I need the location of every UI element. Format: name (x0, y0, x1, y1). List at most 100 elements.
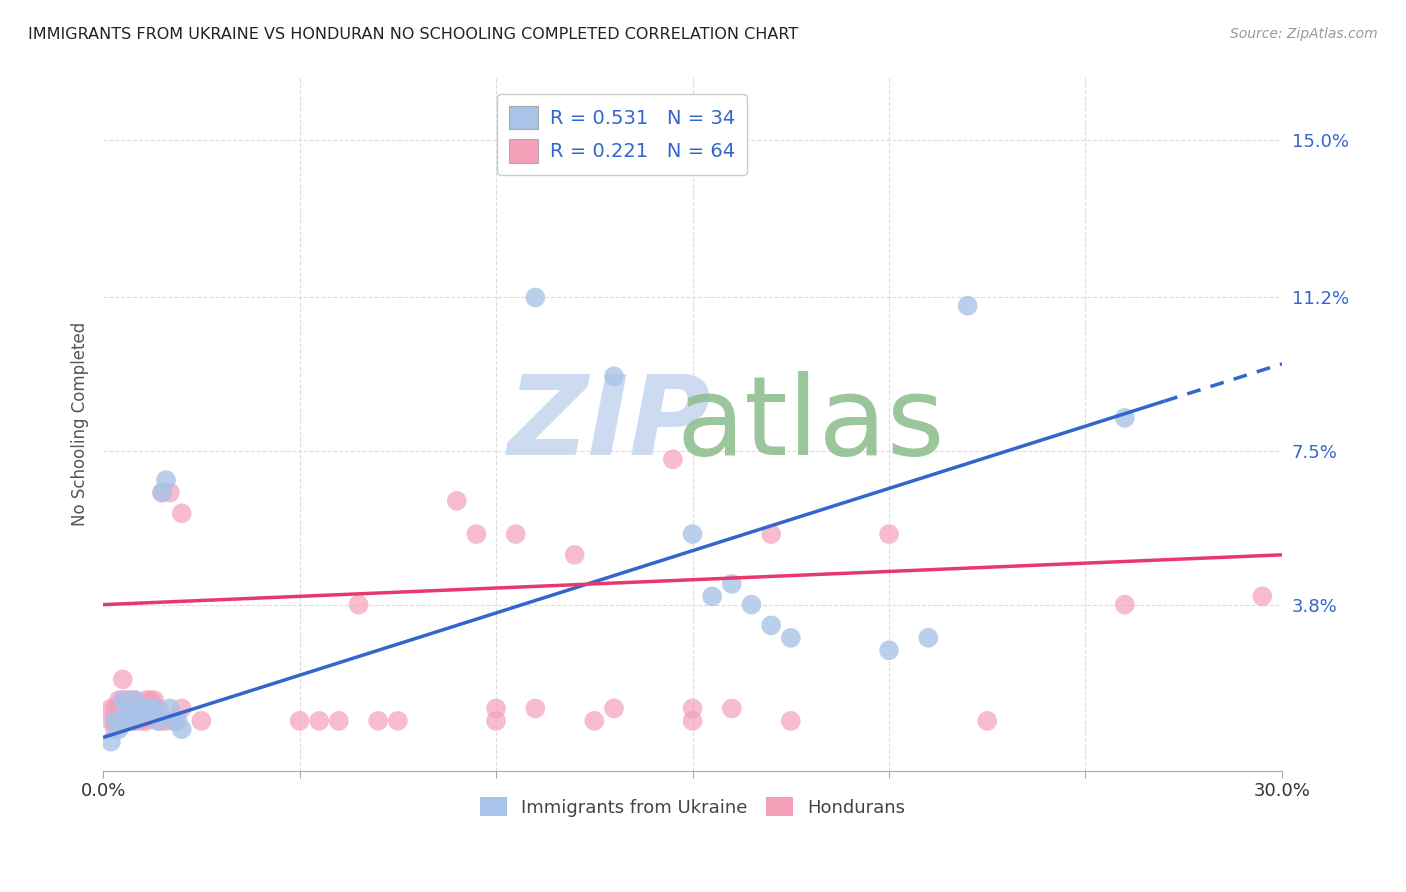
Point (135, 701, 157, 715)
Point (120, 714, 142, 728)
Point (155, 714, 177, 728)
Point (150, 714, 173, 728)
Point (104, 714, 127, 728)
Point (131, 714, 153, 728)
Point (682, 701, 704, 715)
Point (1114, 410, 1136, 425)
Point (583, 714, 606, 728)
Point (721, 701, 744, 715)
Point (120, 701, 142, 715)
Point (111, 693, 134, 707)
Point (124, 701, 146, 715)
Y-axis label: No Schooling Completed: No Schooling Completed (72, 322, 89, 526)
Point (917, 631, 939, 645)
Point (170, 701, 193, 715)
Legend: Immigrants from Ukraine, Hondurans: Immigrants from Ukraine, Hondurans (472, 790, 912, 824)
Point (104, 701, 127, 715)
Text: Source: ZipAtlas.com: Source: ZipAtlas.com (1230, 27, 1378, 41)
Point (146, 701, 169, 715)
Point (108, 701, 131, 715)
Point (721, 577, 744, 591)
Point (150, 485, 173, 500)
Point (446, 494, 468, 508)
Point (100, 701, 122, 715)
Point (1251, 590, 1274, 604)
Point (115, 701, 138, 715)
Point (702, 590, 724, 604)
Point (111, 714, 134, 728)
Point (100, 714, 122, 728)
Point (564, 548, 586, 562)
Point (128, 701, 150, 715)
Point (485, 714, 508, 728)
Point (124, 693, 146, 707)
Point (115, 714, 138, 728)
Point (779, 714, 801, 728)
Point (485, 701, 508, 715)
Point (877, 643, 900, 657)
Point (328, 714, 350, 728)
Point (139, 701, 162, 715)
Point (104, 714, 127, 728)
Point (139, 701, 162, 715)
Point (159, 701, 181, 715)
Point (956, 299, 979, 313)
Point (108, 722, 131, 736)
Point (682, 527, 704, 541)
Point (190, 714, 212, 728)
Point (120, 693, 142, 707)
Point (135, 693, 157, 707)
Point (100, 734, 122, 748)
Point (135, 714, 157, 728)
Point (524, 290, 547, 304)
Point (131, 701, 153, 715)
Point (524, 701, 547, 715)
Point (120, 714, 142, 728)
Point (170, 722, 193, 736)
Point (779, 631, 801, 645)
Point (387, 714, 409, 728)
Text: ZIP: ZIP (509, 370, 711, 477)
Point (108, 714, 131, 728)
Point (505, 527, 527, 541)
Point (170, 506, 193, 520)
Point (163, 714, 186, 728)
Point (111, 693, 134, 707)
Point (976, 714, 998, 728)
Point (146, 714, 169, 728)
Point (155, 473, 177, 487)
Point (682, 714, 704, 728)
Point (124, 693, 146, 707)
Point (143, 701, 166, 715)
Point (150, 485, 173, 500)
Point (759, 618, 782, 632)
Point (146, 714, 169, 728)
Point (124, 714, 146, 728)
Point (124, 714, 146, 728)
Point (111, 673, 134, 687)
Point (111, 701, 134, 715)
Point (662, 452, 685, 467)
Point (139, 693, 162, 707)
Point (159, 485, 181, 500)
Point (128, 701, 150, 715)
Point (115, 701, 138, 715)
Point (740, 598, 762, 612)
Point (115, 714, 138, 728)
Text: IMMIGRANTS FROM UKRAINE VS HONDURAN NO SCHOOLING COMPLETED CORRELATION CHART: IMMIGRANTS FROM UKRAINE VS HONDURAN NO S… (28, 27, 799, 42)
Point (367, 714, 389, 728)
Point (143, 693, 166, 707)
Point (465, 527, 488, 541)
Point (347, 598, 370, 612)
Point (108, 693, 131, 707)
Point (143, 701, 166, 715)
Point (115, 693, 138, 707)
Point (877, 527, 900, 541)
Point (603, 701, 626, 715)
Point (128, 714, 150, 728)
Point (104, 722, 127, 736)
Point (166, 714, 188, 728)
Point (603, 369, 626, 384)
Text: atlas: atlas (676, 370, 945, 477)
Point (163, 714, 186, 728)
